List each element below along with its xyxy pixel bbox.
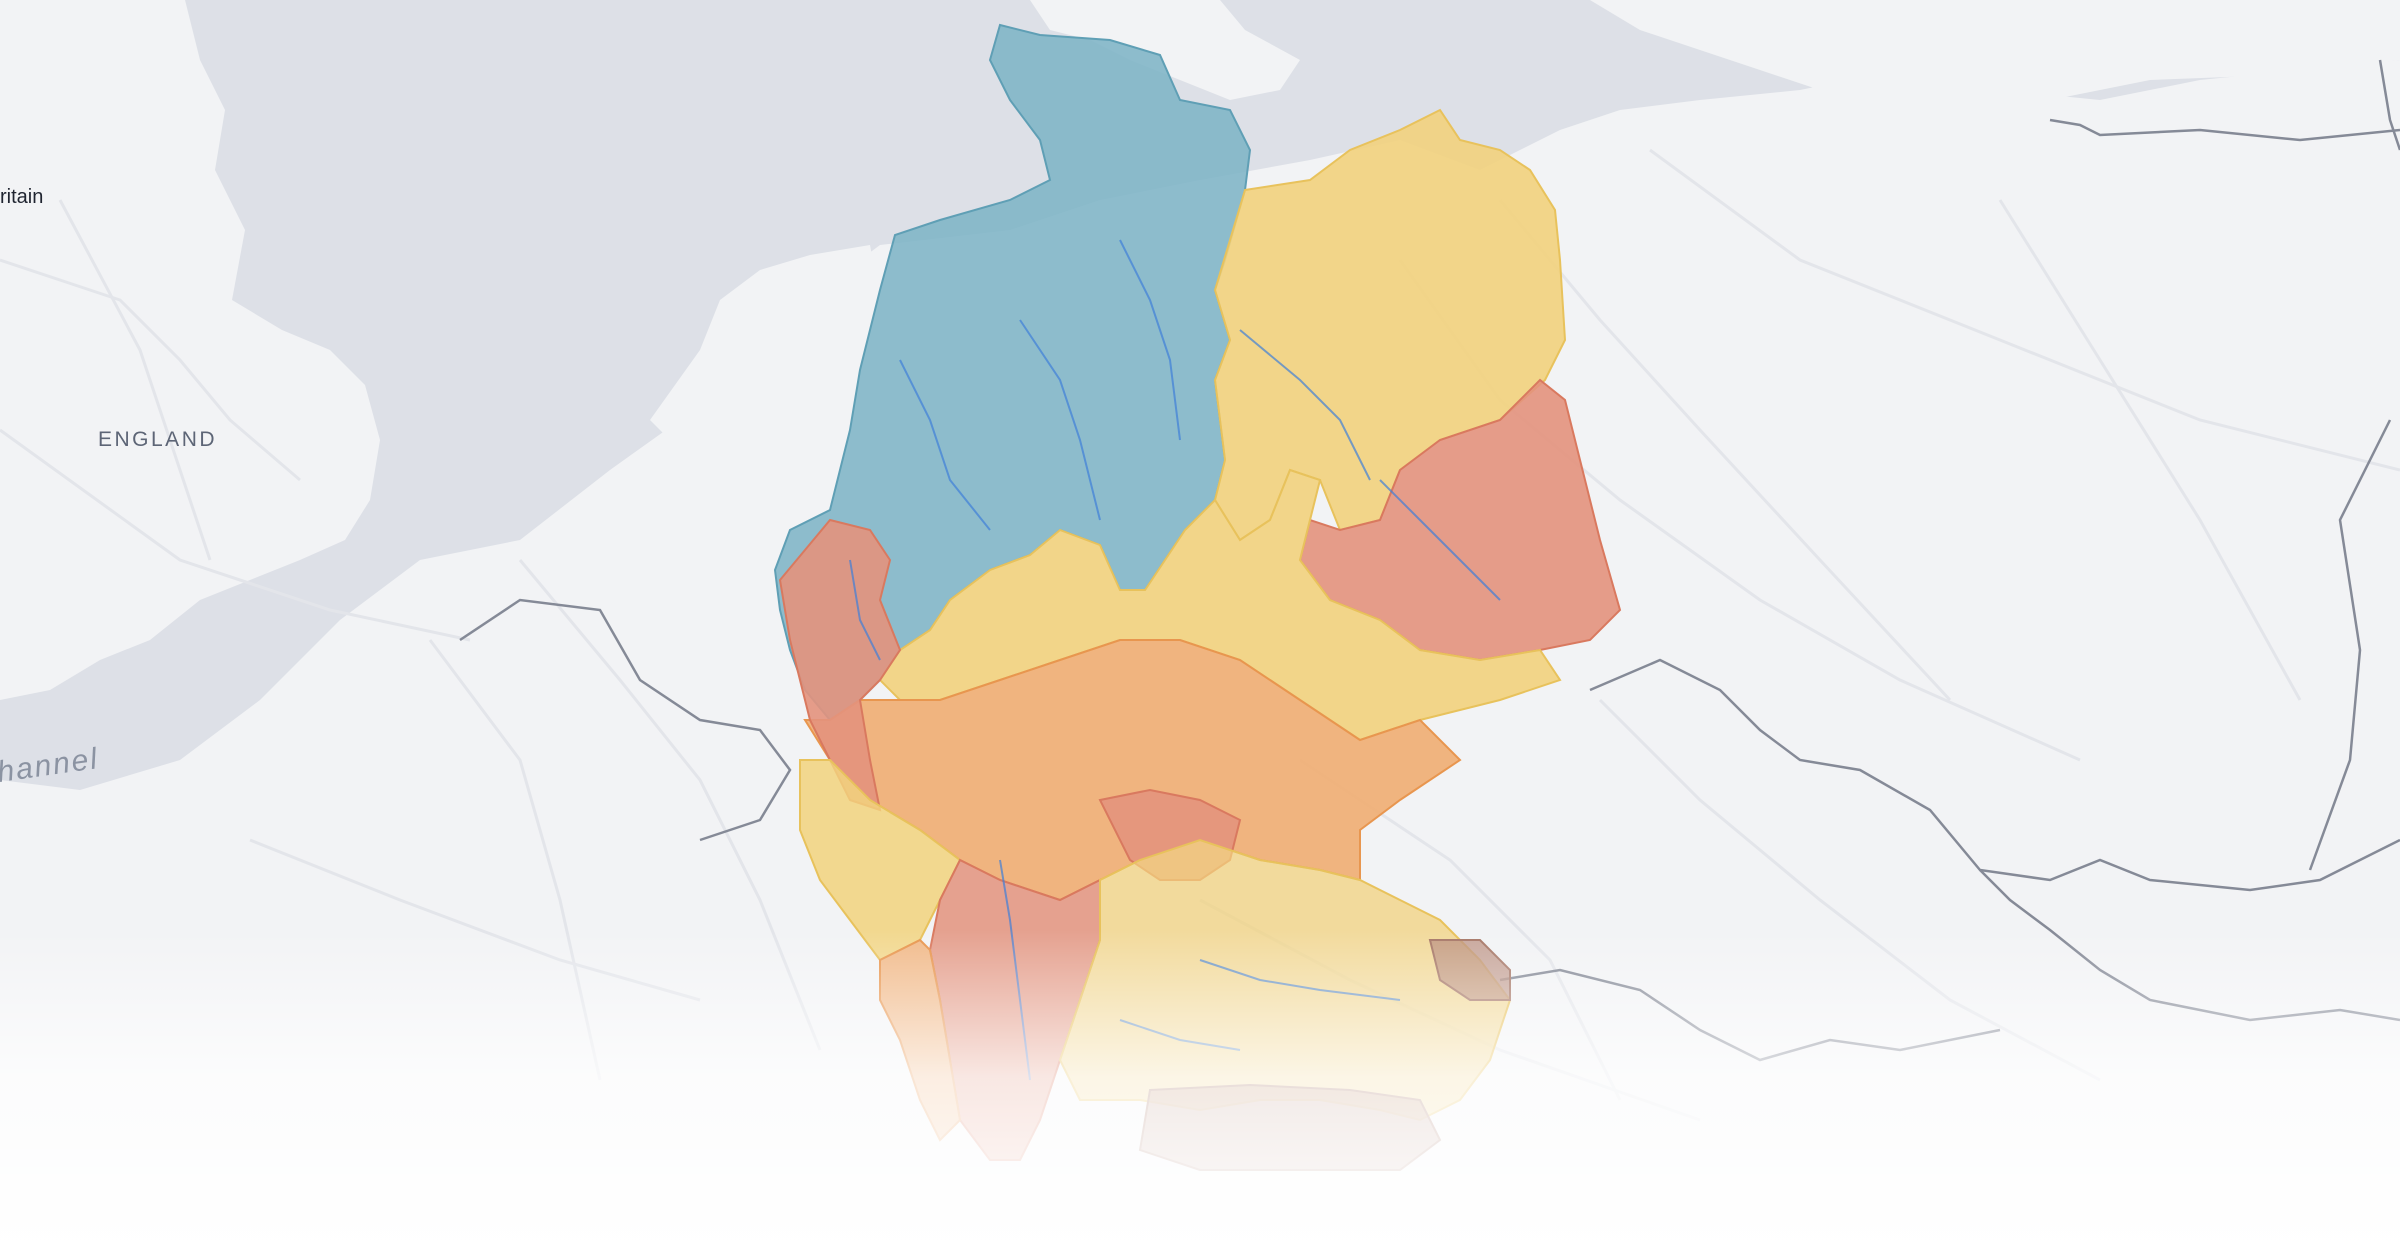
denmark-land — [1030, 0, 1300, 100]
sweden-land — [1590, 0, 2400, 120]
netherlands-coast — [650, 245, 880, 470]
great-britain-land — [0, 0, 380, 700]
label-britain: ritain — [0, 186, 44, 208]
region-yellow-southwest — [799, 759, 962, 962]
region-red-west — [778, 518, 902, 812]
label-england: ENGLAND — [98, 428, 218, 451]
region-brown-south — [1138, 1083, 1442, 1171]
